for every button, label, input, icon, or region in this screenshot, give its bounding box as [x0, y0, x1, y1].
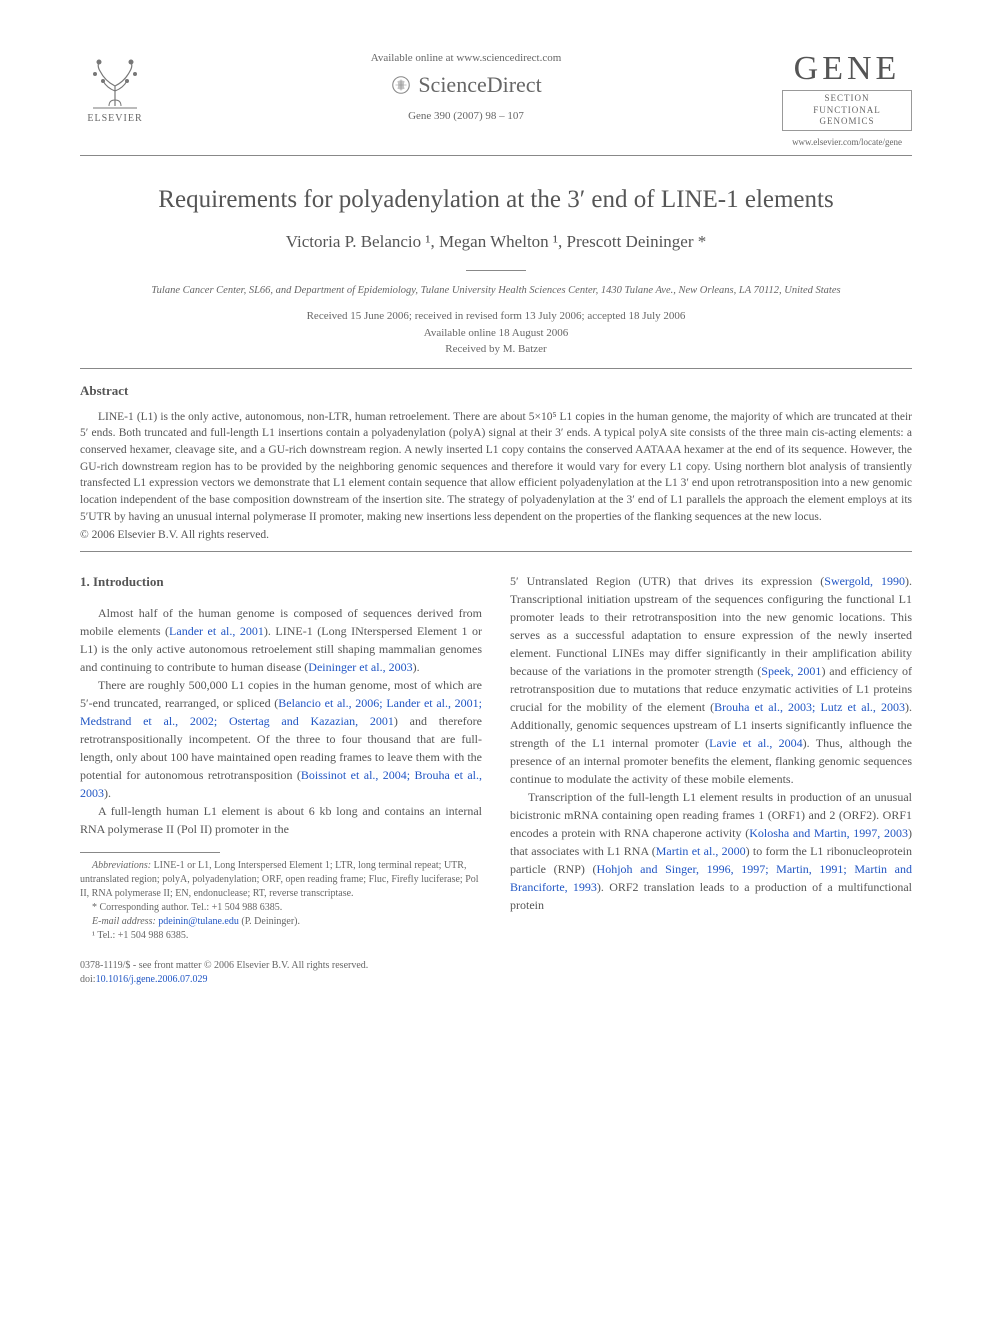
gene-url: www.elsevier.com/locate/gene: [782, 137, 912, 147]
abstract-bottom-rule: [80, 551, 912, 552]
tel-footnote: ¹ Tel.: +1 504 988 6385.: [80, 929, 482, 943]
sciencedirect-text: ScienceDirect: [418, 72, 541, 98]
intro-p2: There are roughly 500,000 L1 copies in t…: [80, 676, 482, 802]
footnotes-rule: [80, 852, 220, 853]
abbreviations: Abbreviations: LINE-1 or L1, Long Inters…: [80, 859, 482, 901]
top-rule: [80, 155, 912, 156]
introduction-heading: 1. Introduction: [80, 572, 482, 592]
abstract-top-rule: [80, 368, 912, 369]
authors: Victoria P. Belancio ¹, Megan Whelton ¹,…: [80, 232, 912, 252]
citation-kolosha[interactable]: Kolosha and Martin, 1997, 2003: [749, 826, 908, 840]
citation-martin2000[interactable]: Martin et al., 2000: [656, 844, 746, 858]
gene-title: GENE: [782, 50, 912, 88]
citation-brouha-lutz[interactable]: Brouha et al., 2003; Lutz et al., 2003: [714, 700, 905, 714]
bottom-meta: 0378-1119/$ - see front matter © 2006 El…: [80, 959, 482, 987]
article-dates: Received 15 June 2006; received in revis…: [80, 308, 912, 358]
affiliation: Tulane Cancer Center, SL66, and Departme…: [80, 285, 912, 296]
citation-deininger[interactable]: Deininger et al., 2003: [308, 660, 412, 674]
abstract-heading: Abstract: [80, 383, 912, 399]
corresponding-author: * Corresponding author. Tel.: +1 504 988…: [80, 901, 482, 915]
front-matter: 0378-1119/$ - see front matter © 2006 El…: [80, 959, 482, 973]
citation-lavie[interactable]: Lavie et al., 2004: [709, 736, 803, 750]
body-columns: 1. Introduction Almost half of the human…: [80, 572, 912, 987]
gene-journal-logo: GENE SECTION FUNCTIONAL GENOMICS www.els…: [782, 50, 912, 147]
col2-p1: 5′ Untranslated Region (UTR) that drives…: [510, 572, 912, 788]
email-line: E-mail address: pdeinin@tulane.edu (P. D…: [80, 915, 482, 929]
citation-lander[interactable]: Lander et al., 2001: [169, 624, 264, 638]
author-rule: [466, 270, 526, 271]
doi-line: doi:10.1016/j.gene.2006.07.029: [80, 973, 482, 987]
article-title: Requirements for polyadenylation at the …: [80, 186, 912, 214]
abstract-text: LINE-1 (L1) is the only active, autonomo…: [80, 411, 912, 523]
intro-p1: Almost half of the human genome is compo…: [80, 604, 482, 676]
sciencedirect-brand: ScienceDirect: [150, 72, 782, 98]
received-dates: Received 15 June 2006; received in revis…: [80, 308, 912, 325]
gene-functional-genomics: FUNCTIONAL GENOMICS: [787, 105, 907, 128]
col2-p2: Transcription of the full-length L1 elem…: [510, 788, 912, 914]
journal-reference: Gene 390 (2007) 98 – 107: [150, 110, 782, 122]
citation-speek[interactable]: Speek, 2001: [761, 664, 821, 678]
footnotes: Abbreviations: LINE-1 or L1, Long Inters…: [80, 859, 482, 943]
available-online-date: Available online 18 August 2006: [80, 325, 912, 342]
elsevier-tree-icon: [85, 56, 145, 111]
elsevier-label: ELSEVIER: [87, 113, 142, 124]
citation-swergold[interactable]: Swergold, 1990: [824, 574, 905, 588]
sciencedirect-icon: [390, 74, 412, 96]
right-column: 5′ Untranslated Region (UTR) that drives…: [510, 572, 912, 987]
available-online-text: Available online at www.sciencedirect.co…: [150, 52, 782, 64]
left-column: 1. Introduction Almost half of the human…: [80, 572, 482, 987]
gene-section-box: SECTION FUNCTIONAL GENOMICS: [782, 90, 912, 131]
abstract-body: LINE-1 (L1) is the only active, autonomo…: [80, 409, 912, 526]
elsevier-logo: ELSEVIER: [80, 50, 150, 130]
center-header: Available online at www.sciencedirect.co…: [150, 50, 782, 122]
email-link[interactable]: pdeinin@tulane.edu: [158, 916, 239, 927]
abstract-copyright: © 2006 Elsevier B.V. All rights reserved…: [80, 529, 912, 541]
intro-p3: A full-length human L1 element is about …: [80, 802, 482, 838]
journal-header: ELSEVIER Available online at www.science…: [80, 50, 912, 147]
doi-link[interactable]: 10.1016/j.gene.2006.07.029: [96, 974, 208, 985]
gene-section-label: SECTION: [787, 93, 907, 105]
received-by: Received by M. Batzer: [80, 341, 912, 358]
